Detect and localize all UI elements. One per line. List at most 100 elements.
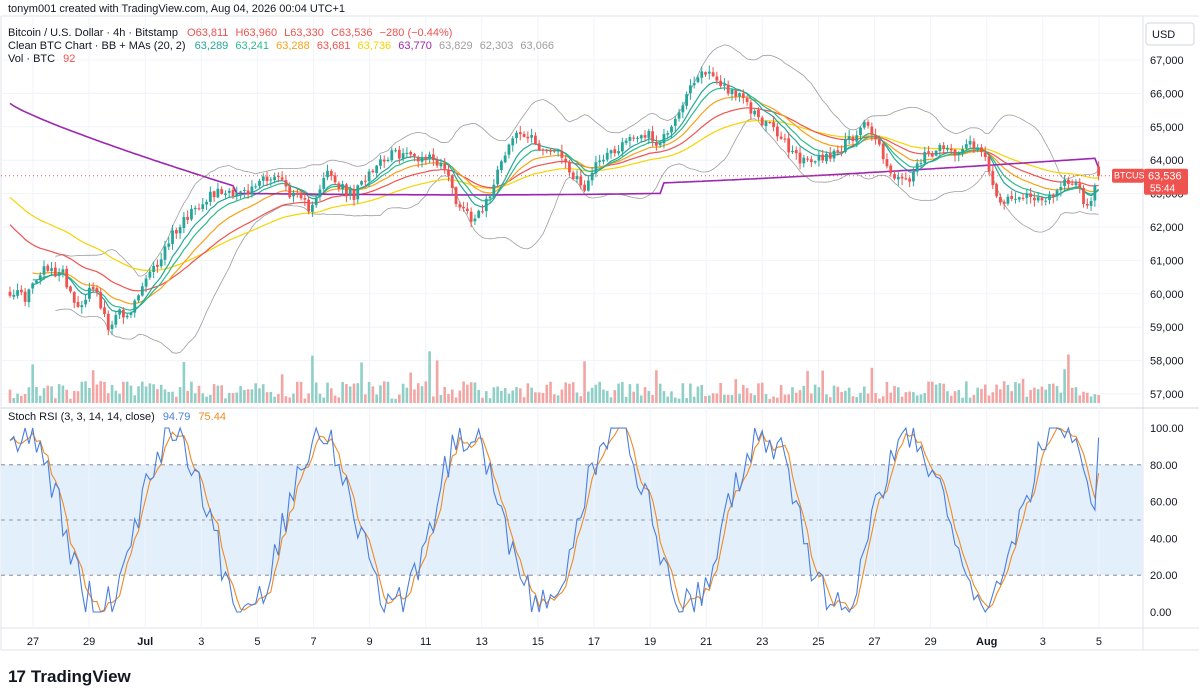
volume-bar — [757, 383, 760, 403]
candle-body — [730, 89, 734, 95]
volume-bar — [390, 398, 394, 403]
volume-bar — [23, 393, 27, 403]
candle-body — [670, 126, 673, 133]
candle-body — [726, 84, 730, 94]
candle-body — [874, 135, 878, 140]
volume-bar — [980, 388, 983, 403]
candle-body — [273, 176, 276, 181]
volume-bar — [16, 393, 19, 403]
bb-legend[interactable]: Clean BTC Chart · BB + MAs (20, 2) 63,28… — [8, 40, 554, 52]
rsi-legend[interactable]: Stoch RSI (3, 3, 14, 14, close) 94.79 75… — [8, 411, 226, 423]
volume-bar — [723, 394, 726, 403]
volume-bar — [847, 387, 851, 403]
volume-bar — [239, 386, 242, 403]
candle-body — [201, 204, 205, 210]
candle-body — [821, 154, 825, 161]
volume-bar — [311, 355, 314, 403]
volume-bar — [628, 384, 632, 403]
volume-bar — [1055, 386, 1059, 403]
volume-bar — [99, 381, 103, 403]
candle-body — [35, 280, 38, 283]
symbol-legend[interactable]: Bitcoin / U.S. Dollar · 4h · Bitstamp O6… — [8, 27, 452, 39]
candle-body — [636, 137, 639, 139]
candle-body — [654, 141, 658, 146]
candle-body — [976, 147, 980, 150]
volume-bar — [95, 384, 99, 403]
candle-body — [276, 175, 280, 177]
candle-body — [239, 191, 242, 193]
candle-body — [488, 196, 492, 198]
vol-legend[interactable]: Vol · BTC 92 — [8, 53, 75, 65]
price-axis[interactable]: 67,00066,00065,00064,00063,00062,00061,0… — [1150, 55, 1184, 619]
volume-bar — [658, 383, 662, 403]
volume-bar — [326, 382, 329, 403]
volume-bar — [114, 390, 118, 403]
volume-bar — [511, 390, 515, 403]
vol-value: 92 — [63, 53, 75, 65]
volume-bar — [106, 393, 110, 403]
candle-body — [738, 93, 741, 97]
volume-bar — [908, 391, 911, 403]
candle-body — [371, 170, 375, 173]
currency-button[interactable] — [1145, 22, 1195, 46]
volume-bar — [375, 394, 378, 403]
candle-body — [885, 159, 889, 167]
tradingview-logo[interactable]: 17 TradingView — [8, 667, 131, 687]
main-pane[interactable] — [0, 15, 1199, 651]
time-tick-label: 3 — [1040, 636, 1046, 648]
candle-body — [367, 171, 371, 182]
candle-body — [337, 183, 341, 189]
candle-body — [1093, 185, 1097, 201]
candle-body — [1025, 194, 1029, 198]
candle-body — [496, 169, 500, 185]
ema-red-line — [9, 107, 1099, 292]
volume-bar — [912, 392, 915, 403]
time-tick-label: 19 — [644, 636, 656, 648]
candle-body — [401, 153, 405, 159]
volume-bar — [254, 383, 257, 403]
rsi-band-group — [1, 464, 1143, 576]
candle-body — [991, 170, 995, 186]
volume-bar — [458, 390, 462, 403]
volume-bar — [545, 384, 549, 403]
stoch-rsi-k-line — [9, 426, 1100, 614]
candle-body — [764, 121, 768, 127]
candle-body — [681, 105, 685, 113]
volume-bar — [159, 384, 163, 403]
volume-bar — [568, 383, 571, 403]
candle-body — [662, 134, 666, 144]
candle-body — [314, 197, 318, 206]
candle-body — [405, 152, 409, 154]
candle-body — [757, 109, 760, 118]
currency-label[interactable]: USD — [1152, 29, 1175, 41]
price-tag: BTCUSD 63,536 55:44 — [1112, 168, 1188, 195]
candle-body — [541, 149, 545, 151]
candle-body — [560, 150, 564, 158]
candle-body — [639, 135, 643, 139]
candle-body — [27, 289, 31, 303]
volume-bar — [1025, 396, 1029, 403]
candle-body — [416, 156, 420, 162]
volume-bar — [507, 393, 511, 403]
volume-bar — [394, 398, 397, 403]
candle-body — [813, 161, 817, 163]
time-tick-label: 29 — [924, 636, 936, 648]
volume-bar — [991, 392, 995, 403]
candle-body — [197, 208, 201, 210]
rsi-tick-label: 60.00 — [1150, 497, 1178, 509]
volume-bar — [590, 387, 594, 403]
bb-value: 63,770 — [398, 40, 432, 52]
volume-bar — [193, 393, 197, 403]
volume-bar — [753, 395, 756, 403]
volume-bar — [609, 397, 613, 403]
candle-body — [658, 142, 662, 146]
candle-body — [632, 137, 636, 139]
time-axis[interactable]: 27 29 Jul 3 5 7 9 11 13 15 17 19 21 23 25 27 29 Aug 3 5 — [27, 636, 1102, 648]
volume-bar — [953, 391, 957, 403]
created-by-text: tonym001 created with TradingView.com, A… — [8, 3, 345, 15]
volume-bar — [575, 392, 579, 403]
volume-bar — [258, 388, 261, 403]
candle-body — [507, 144, 511, 155]
volume-bar — [870, 367, 874, 403]
